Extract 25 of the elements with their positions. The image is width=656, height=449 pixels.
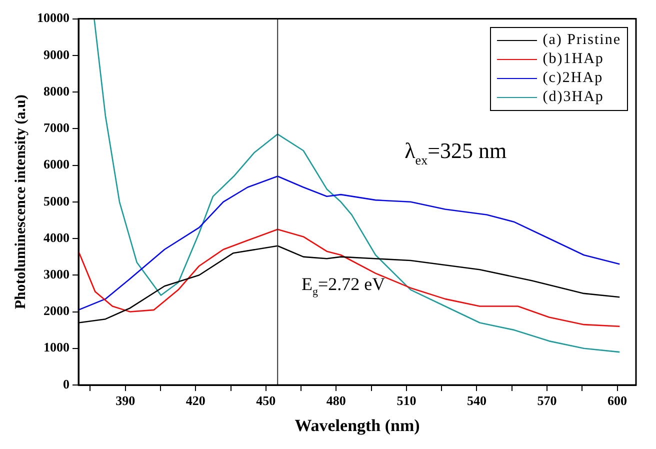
x-tick-label: 540 — [466, 393, 486, 408]
y-tick-label: 10000 — [37, 10, 70, 26]
x-tick-label: 510 — [396, 393, 416, 408]
legend-label: (b)1HAp — [542, 50, 604, 69]
y-tick-label: 4000 — [44, 230, 70, 245]
y-tick-label: 9000 — [44, 46, 70, 62]
x-tick-label: 420 — [186, 393, 206, 408]
y-tick-label: 5000 — [44, 193, 70, 208]
x-tick-label: 570 — [537, 393, 557, 408]
x-tick-label: 600 — [608, 393, 628, 408]
y-tick-label: 1000 — [44, 340, 70, 355]
y-tick-label: 2000 — [44, 303, 70, 318]
y-tick-label: 3000 — [44, 266, 70, 282]
y-tick-label: 8000 — [44, 83, 70, 98]
y-axis-title: Photoluminescence intensity (a.u) — [12, 94, 29, 310]
legend-label: (a) Pristine — [542, 30, 621, 50]
x-tick-label: 390 — [116, 393, 136, 408]
legend-label: (d)3HAp — [542, 88, 604, 107]
y-tick-label: 6000 — [44, 156, 70, 172]
x-axis-title: Wavelength (nm) — [294, 416, 420, 436]
y-tick-label: 0 — [63, 376, 70, 392]
y-tick-label: 7000 — [44, 120, 70, 136]
x-tick-label: 480 — [326, 393, 346, 408]
x-tick-label: 450 — [256, 393, 276, 408]
legend-label: (c)2HAp — [542, 68, 604, 88]
